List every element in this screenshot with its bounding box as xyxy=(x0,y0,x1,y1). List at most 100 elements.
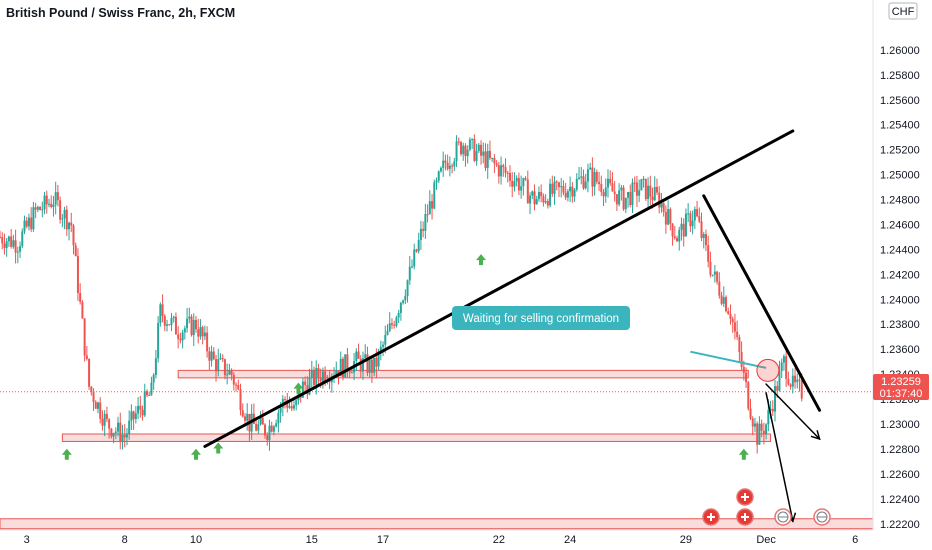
candle-body xyxy=(762,430,765,435)
candle-body xyxy=(157,322,160,359)
globe-icon[interactable] xyxy=(774,508,792,526)
candle-body xyxy=(186,318,189,329)
candle-body xyxy=(578,177,581,179)
ascending-trendline[interactable] xyxy=(203,129,795,448)
candle-body xyxy=(39,207,42,210)
y-tick-label: 1.22600 xyxy=(880,469,920,481)
candle-body xyxy=(183,328,186,333)
x-tick-label: 3 xyxy=(24,534,30,546)
candle-body xyxy=(10,236,13,247)
x-tick-label: Dec xyxy=(756,534,776,546)
y-tick-label: 1.23600 xyxy=(880,344,920,356)
candle-body xyxy=(707,245,710,262)
candle-body xyxy=(776,386,779,391)
candle-body xyxy=(780,362,783,372)
candle-body xyxy=(141,409,144,416)
candle-body xyxy=(439,167,442,172)
candle-body xyxy=(74,245,77,257)
candle-body xyxy=(593,172,596,187)
candle-body xyxy=(442,160,445,168)
candle-body xyxy=(529,195,532,204)
candle-body xyxy=(308,377,311,395)
y-tick-label: 1.25600 xyxy=(880,95,920,107)
candle-body xyxy=(348,370,351,373)
candle-body xyxy=(161,304,164,316)
candle-body xyxy=(72,225,75,246)
event-flag-icon[interactable] xyxy=(736,488,754,506)
candle-body xyxy=(584,181,587,189)
candle-body xyxy=(620,187,623,191)
candle-body xyxy=(629,192,632,206)
candle-body xyxy=(582,176,585,189)
note-callout[interactable]: Waiting for selling confirmation xyxy=(452,306,630,330)
candle-body xyxy=(56,192,59,201)
candle-body xyxy=(562,186,565,193)
event-flag-icon[interactable] xyxy=(702,508,720,526)
candle-body xyxy=(571,186,574,197)
support-touch-arrow-icon xyxy=(213,442,224,454)
candle-body xyxy=(419,228,422,241)
candle-body xyxy=(533,191,536,205)
candle-body xyxy=(647,185,650,200)
candle-body xyxy=(261,417,264,425)
candle-body xyxy=(464,145,467,157)
candle-body xyxy=(159,304,162,323)
candle-body xyxy=(264,424,267,436)
candle-body xyxy=(644,178,647,200)
candle-body xyxy=(379,346,382,352)
candle-body xyxy=(477,144,480,151)
candle-body xyxy=(575,178,578,190)
candle-body xyxy=(774,386,777,412)
projection-arrow-1[interactable] xyxy=(765,383,821,440)
candle-body xyxy=(390,323,393,325)
candle-body xyxy=(794,375,797,383)
candle-body xyxy=(61,218,64,220)
x-axis: 3 8 10 15 17 22 24 29 Dec 6 xyxy=(0,529,873,546)
candle-body xyxy=(201,327,204,337)
candle-body xyxy=(475,150,478,161)
candle-body xyxy=(288,406,291,408)
globe-icon[interactable] xyxy=(813,508,831,526)
candle-body xyxy=(203,332,206,337)
event-flag-icon[interactable] xyxy=(736,508,754,526)
candle-body xyxy=(700,221,703,239)
candle-body xyxy=(92,391,95,402)
candle-body xyxy=(63,209,66,219)
candle-body xyxy=(471,139,474,141)
candle-body xyxy=(103,413,106,426)
x-tick-label: 10 xyxy=(190,534,202,546)
candle-body xyxy=(304,381,307,386)
candle-body xyxy=(466,149,469,157)
candle-body xyxy=(428,201,431,215)
candle-body xyxy=(65,209,68,230)
candle-body xyxy=(114,431,117,434)
candle-body xyxy=(573,189,576,197)
support-zone xyxy=(61,433,772,442)
arrowhead xyxy=(810,430,821,441)
candle-body xyxy=(687,213,690,215)
candle-body xyxy=(112,433,115,437)
candle-body xyxy=(731,318,734,323)
candle-body xyxy=(355,351,358,361)
candle-body xyxy=(188,316,191,319)
candle-body xyxy=(23,220,26,232)
candle-body xyxy=(395,317,398,326)
candle-body xyxy=(270,425,273,432)
y-tick-label: 1.24200 xyxy=(880,269,920,281)
candle-body xyxy=(595,172,598,182)
candle-body xyxy=(275,423,278,427)
candle-body xyxy=(150,382,153,396)
candle-body xyxy=(549,183,552,206)
candle-body xyxy=(335,370,338,376)
support-touch-arrow-icon xyxy=(738,448,749,460)
candle-body xyxy=(346,354,349,371)
support-zone xyxy=(177,369,749,379)
projection-arrow-2[interactable] xyxy=(765,392,794,523)
candle-body xyxy=(789,384,792,387)
candle-body xyxy=(306,385,309,395)
candle-body xyxy=(520,186,523,191)
candle-body xyxy=(651,196,654,201)
candle-body xyxy=(642,178,645,180)
descending-trendline[interactable] xyxy=(702,194,822,412)
